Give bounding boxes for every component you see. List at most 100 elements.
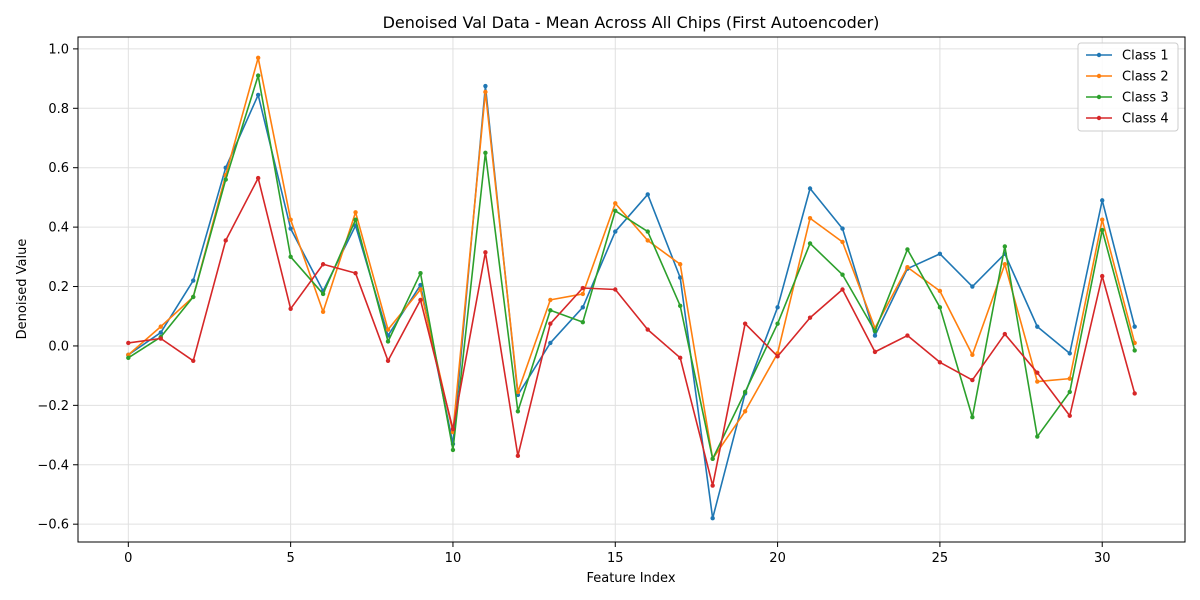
data-point [840,272,845,277]
series-class-3 [126,73,1137,462]
data-point [255,92,261,98]
data-point [515,409,521,414]
legend-box [1077,42,1179,132]
data-point [126,340,131,346]
data-point [937,305,943,310]
data-point [580,285,586,291]
x-tick-label: 30 [1094,551,1111,566]
data-point [548,340,553,346]
data-point [1035,379,1040,384]
data-point [320,309,326,314]
data-point [126,355,131,361]
data-point [1100,227,1105,233]
data-point [1067,351,1072,356]
chart-title: Denoised Val Data - Mean Across All Chip… [383,13,880,32]
legend-item: Class 2 [1086,70,1169,85]
data-point [807,216,813,221]
data-point [483,89,488,95]
x-tick-label: 5 [286,551,294,566]
data-point [645,192,650,197]
data-point [677,275,683,280]
legend-label: Class 2 [1122,70,1169,85]
legend-item: Class 4 [1086,112,1169,127]
y-tick-label: 0.2 [48,280,69,295]
plot-frame [77,36,1186,543]
data-point [320,262,326,267]
data-point [613,287,618,292]
data-point [1100,198,1105,203]
legend-item: Class 1 [1086,49,1169,64]
data-point [418,282,423,288]
data-point [1067,389,1072,395]
data-point [1100,217,1105,222]
legend-label: Class 1 [1122,49,1169,64]
data-point [613,208,618,213]
y-tick-label: 0.8 [48,102,69,117]
data-point [937,360,943,365]
data-point [775,321,780,326]
data-point [710,456,715,462]
x-axis-label: Feature Index [586,571,675,586]
series-group [126,55,1137,521]
data-point [905,333,910,338]
data-point [775,305,780,310]
y-tick-label: −0.2 [37,399,69,414]
data-point [548,297,553,303]
data-point [385,358,391,363]
data-point [1132,348,1137,353]
legend-marker [1096,94,1102,100]
data-point [418,270,423,276]
data-point [288,217,293,222]
data-point [840,239,845,245]
data-point [970,352,975,358]
x-tick-label: 20 [769,551,786,566]
data-point [677,303,683,309]
data-point [288,226,293,231]
data-point [1002,262,1008,267]
data-point [288,306,293,312]
legend-label: Class 4 [1122,112,1169,127]
data-point [580,291,586,297]
data-point [807,315,813,320]
y-axis-ticks: −0.6 −0.4 −0.2 0.0 0.2 0.4 0.6 0.8 1.0 [37,42,78,533]
data-point [580,319,586,325]
data-point [645,238,650,243]
data-point [223,238,228,243]
data-point [970,415,975,420]
data-point [580,305,586,310]
series-line-class-3 [127,74,1136,460]
data-point [1035,324,1040,329]
legend: Class 1 Class 2 Class 3 Class 4 [1077,42,1179,132]
data-point [191,278,196,283]
data-point [515,453,521,459]
data-point [840,287,845,292]
data-point [450,447,456,453]
data-point [548,308,553,313]
data-point [515,389,521,395]
data-point [418,297,423,303]
data-point [872,328,878,334]
x-tick-label: 15 [607,551,624,566]
legend-marker [1096,115,1102,121]
data-point [742,321,748,326]
data-point [320,291,326,297]
data-point [677,355,683,361]
data-point [937,288,943,294]
data-point [353,210,358,215]
x-tick-label: 10 [445,551,462,566]
data-point [613,229,618,234]
x-tick-label: 0 [124,551,132,566]
legend-item: Class 3 [1086,91,1169,106]
series-class-4 [126,175,1137,488]
data-point [385,339,391,344]
data-point [742,409,748,414]
data-point [742,389,748,395]
data-point [353,270,358,276]
data-point [385,327,391,332]
y-tick-label: 0.6 [48,161,69,176]
y-tick-label: 0.0 [48,339,69,354]
data-point [158,330,163,335]
legend-label: Class 3 [1122,91,1169,106]
